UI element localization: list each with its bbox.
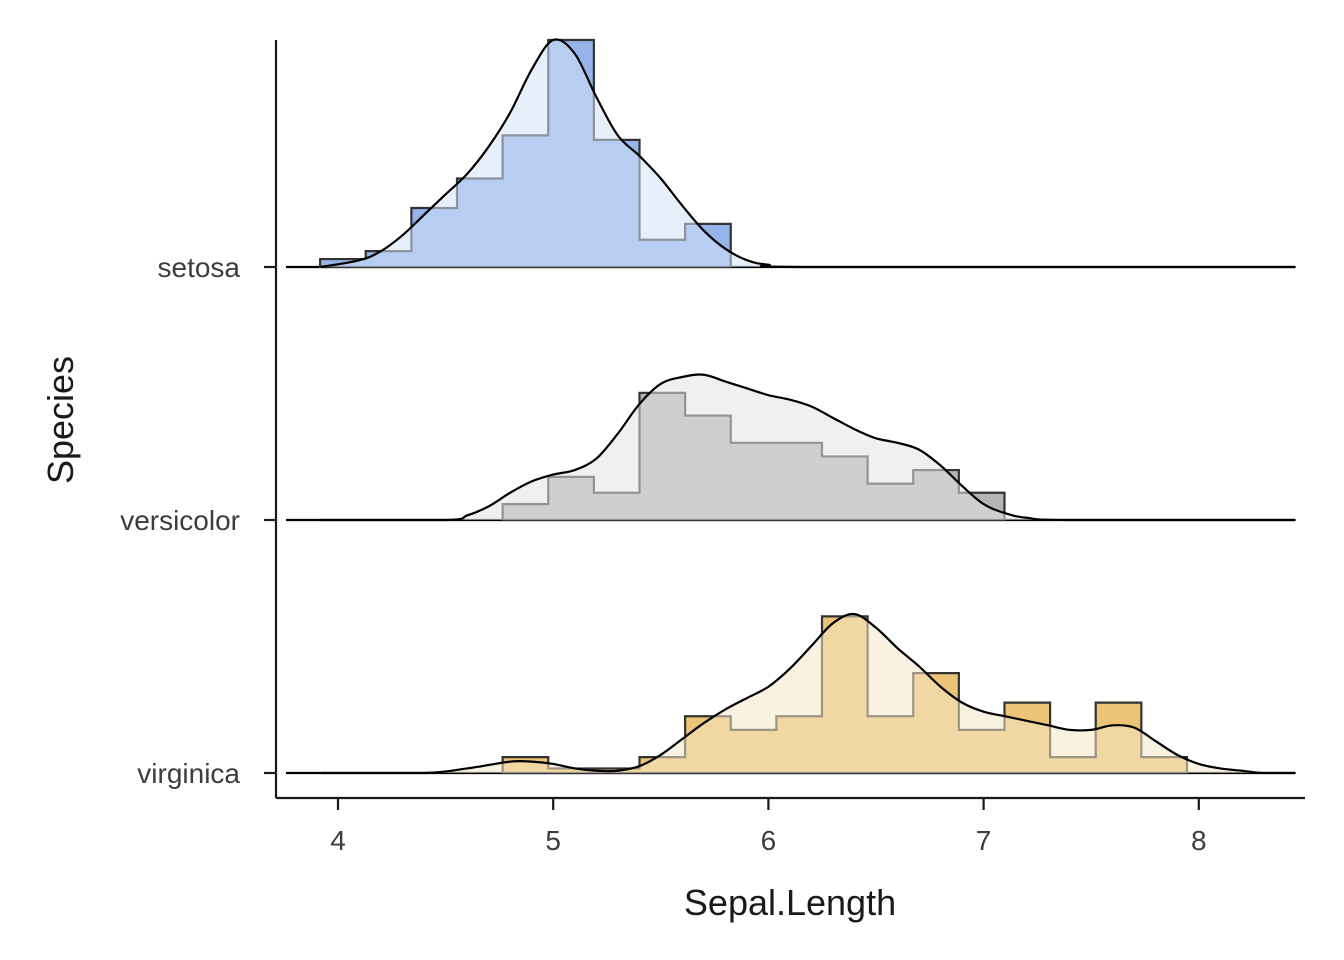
- density-fill-versicolor: [320, 374, 1296, 520]
- density-curve-versicolor: [320, 373, 1296, 522]
- y-ticks: setosa versicolor virginica: [120, 252, 276, 789]
- x-tick-label-4: 4: [330, 825, 346, 856]
- ridge-setosa: [286, 38, 1296, 269]
- y-tick-label-virginica: virginica: [137, 758, 240, 789]
- x-tick-label-8: 8: [1191, 825, 1207, 856]
- density-fill-setosa: [320, 39, 1296, 268]
- x-ticks: 4 5 6 7 8: [330, 798, 1207, 856]
- y-tick-label-setosa: setosa: [158, 252, 241, 283]
- ridges: [286, 38, 1296, 775]
- y-axis-title: Species: [40, 356, 81, 484]
- density-curve-setosa: [320, 38, 1296, 269]
- ridge-versicolor: [286, 373, 1296, 522]
- x-tick-label-6: 6: [761, 825, 777, 856]
- x-tick-label-7: 7: [976, 825, 992, 856]
- y-tick-label-versicolor: versicolor: [120, 505, 240, 536]
- density-curve-virginica: [320, 612, 1296, 775]
- density-fill-virginica: [320, 614, 1296, 773]
- axes: [274, 40, 1305, 800]
- x-axis-title: Sepal.Length: [684, 882, 896, 923]
- ridge-virginica: [286, 612, 1296, 775]
- x-tick-label-5: 5: [545, 825, 561, 856]
